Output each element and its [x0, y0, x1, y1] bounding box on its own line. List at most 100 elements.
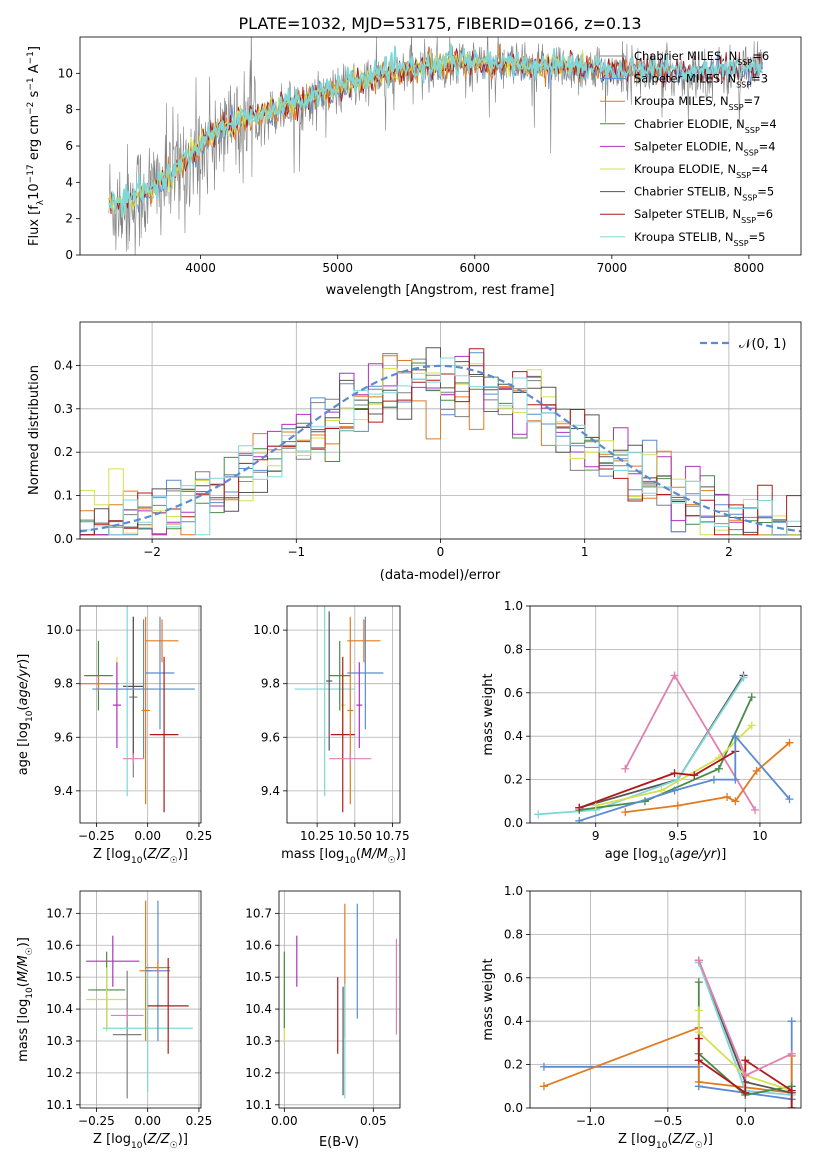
y-tick-label: 1.0 — [504, 599, 523, 613]
plot-area — [108, 37, 764, 255]
age-vs-mass-panel: 10.25 10.50 10.75 9.4 9.6 9.8 10.0 mass [log10(… — [253, 605, 410, 866]
plus-marker — [752, 766, 761, 775]
y-tick-label: 10 — [58, 66, 73, 80]
plus-marker — [534, 810, 543, 819]
mass-weight-line — [538, 677, 745, 816]
x-tick-label: 2 — [725, 545, 733, 559]
plus-marker — [694, 1006, 703, 1015]
x-tick-label: 9 — [592, 829, 600, 843]
axes-frame — [286, 605, 401, 824]
y-axis-label: age [log10(age/yr)] — [16, 654, 35, 776]
axes-frame — [278, 890, 401, 1109]
figure-title: PLATE=1032, MJD=53175, FIBERID=0166, z=0… — [238, 14, 641, 33]
y-tick-label: 10.0 — [253, 623, 280, 637]
x-tick-label: −1 — [287, 545, 305, 559]
plus-marker — [670, 769, 679, 778]
x-axis-label: (data-model)/error — [380, 568, 501, 583]
y-tick-label: 4 — [65, 175, 73, 189]
y-tick-label: 0.0 — [504, 1101, 523, 1115]
plus-marker — [539, 1082, 548, 1091]
x-axis-label: Z [log10(Z/Z☉)] — [93, 847, 188, 866]
mass-vs-extinction-panel: 0.00 0.05 10.1 10.2 10.3 10.4 10.5 10.6 10.7 E(B-… — [245, 890, 401, 1150]
axes-frame — [529, 890, 802, 1109]
plus-marker — [694, 1056, 703, 1065]
plus-marker — [621, 764, 630, 773]
x-tick-label: 0 — [437, 545, 445, 559]
plus-marker — [539, 1062, 548, 1071]
x-axis-label: age [log10(age/yr)] — [605, 847, 727, 866]
y-tick-label: 6 — [65, 139, 73, 153]
y-tick-label: 0.4 — [54, 358, 73, 372]
y-tick-label: 1.0 — [504, 884, 523, 898]
y-tick-label: 0.8 — [504, 642, 523, 656]
mass-weight-line — [697, 1010, 792, 1092]
plus-marker — [694, 956, 703, 965]
legend-label: Salpeter STELIB, NSSP=6 — [634, 207, 773, 225]
y-tick-label: 10.2 — [46, 1066, 73, 1080]
plot-area — [294, 606, 384, 813]
plus-marker — [747, 693, 756, 702]
model-line-kroupa-stelib — [108, 43, 764, 218]
x-tick-label: 7000 — [597, 261, 628, 275]
plus-marker — [787, 1049, 796, 1058]
y-tick-label: 0.4 — [504, 1014, 523, 1028]
y-tick-label: 0.2 — [54, 445, 73, 459]
y-tick-label: 10.2 — [245, 1066, 272, 1080]
x-tick-label: 0.00 — [134, 829, 161, 843]
legend-label: Kroupa MILES, NSSP=7 — [634, 94, 760, 112]
x-tick-label: −0.5 — [653, 1114, 682, 1128]
legend-label: Chabrier MILES, NSSP=6 — [634, 49, 769, 67]
plus-marker — [709, 775, 718, 784]
plot-area — [80, 347, 801, 539]
y-tick-label: 0.6 — [504, 971, 523, 985]
y-tick-label: 10.7 — [46, 906, 73, 920]
y-tick-label: 0.6 — [504, 686, 523, 700]
mass-weight-line — [579, 733, 791, 822]
plot-area — [283, 903, 398, 1099]
legend-label: Kroupa ELODIE, NSSP=4 — [634, 162, 768, 180]
y-tick-label: 0 — [65, 248, 73, 262]
plus-marker — [694, 978, 703, 987]
x-tick-label: 10 — [752, 829, 767, 843]
x-tick-label: 4000 — [185, 261, 216, 275]
mass-weight-vs-age-panel: 9 9.5 10 0.0 0.2 0.4 0.6 0.8 1.0 age [log10(age/y… — [481, 599, 802, 866]
plus-marker — [731, 797, 740, 806]
plot-area — [86, 900, 193, 1099]
plus-marker — [690, 771, 699, 780]
plus-marker — [575, 803, 584, 812]
x-tick-label: 0.00 — [134, 1114, 161, 1128]
plus-marker — [785, 738, 794, 747]
y-tick-label: 8 — [65, 103, 73, 117]
plot-area — [80, 606, 195, 813]
plus-marker — [714, 764, 723, 773]
x-tick-label: 0.25 — [186, 829, 213, 843]
plus-marker — [591, 801, 600, 810]
mass-weight-line — [625, 742, 791, 813]
y-tick-label: 9.8 — [261, 677, 280, 691]
y-tick-label: 0.4 — [504, 729, 523, 743]
x-tick-label: 0.25 — [186, 1114, 213, 1128]
y-tick-label: 9.6 — [54, 730, 73, 744]
x-tick-label: 10.75 — [375, 829, 409, 843]
x-tick-label: −1.0 — [576, 1114, 605, 1128]
x-tick-label: 0.00 — [271, 1114, 298, 1128]
plus-marker — [787, 1017, 796, 1026]
y-tick-label: 10.3 — [46, 1034, 73, 1048]
x-axis-label: Z [log10(Z/Z☉)] — [93, 1132, 188, 1151]
y-tick-label: 10.7 — [245, 906, 272, 920]
mass-vs-metallicity-panel: −0.25 0.00 0.25 10.1 10.2 10.3 10.4 10.5 10.6 10.… — [16, 890, 213, 1151]
x-tick-label: 5000 — [322, 261, 353, 275]
y-axis-label: Flux [fλ10−17 erg cm−2 s−1 A−1] — [26, 46, 46, 246]
x-axis-label: E(B-V) — [319, 1135, 359, 1150]
plus-marker — [785, 795, 794, 804]
y-tick-label: 0.2 — [504, 773, 523, 787]
y-tick-label: 10.1 — [46, 1098, 73, 1112]
y-tick-label: 9.8 — [54, 677, 73, 691]
legend-label: 𝒩(0, 1) — [739, 337, 786, 352]
x-axis-label: Z [log10(Z/Z☉)] — [618, 1132, 713, 1151]
plus-marker — [694, 1034, 703, 1043]
plus-marker — [751, 805, 760, 814]
plus-marker — [673, 801, 682, 810]
mass-weight-vs-metallicity-panel: −1.0 −0.5 0.0 0.0 0.2 0.4 0.6 0.8 1.0 Z [log10(Z/… — [481, 884, 802, 1151]
